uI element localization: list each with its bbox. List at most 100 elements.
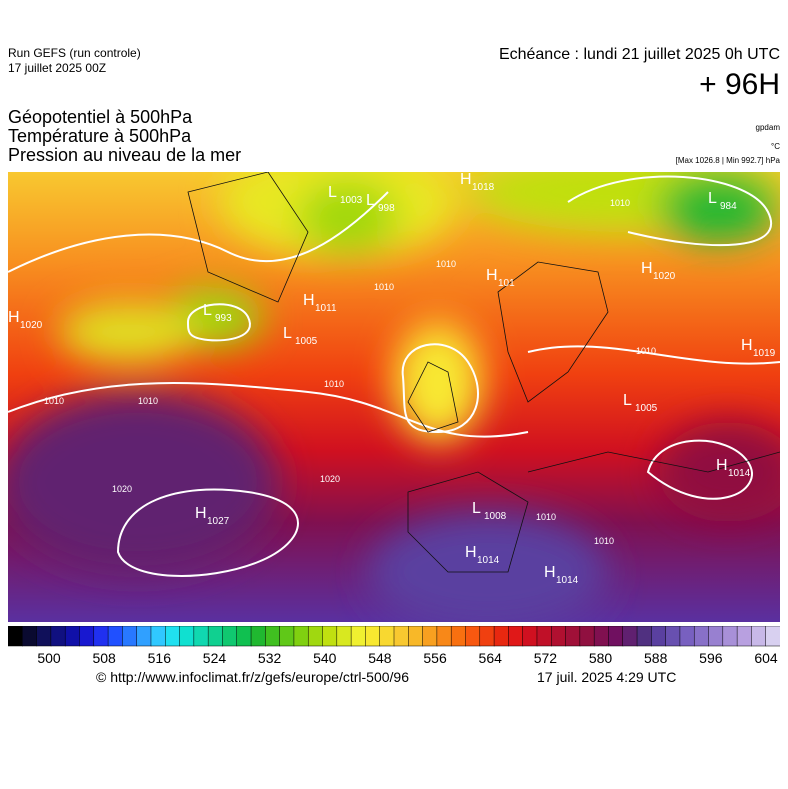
colorbar-label: 532 [258, 650, 282, 666]
colorbar-cell [665, 626, 681, 647]
isobar-label: 1010 [610, 198, 630, 208]
colorbar-cell [551, 626, 567, 647]
colorbar-label: 540 [313, 650, 337, 666]
center-pressure: 1018 [472, 182, 495, 193]
colorbar-cell [293, 626, 309, 647]
unit: gpdam [755, 123, 780, 132]
center-kind: L [366, 192, 375, 209]
colorbar-cell [636, 626, 652, 647]
colorbar-cell [408, 626, 424, 647]
isobar-label: 1020 [320, 474, 340, 484]
run: Run GEFS (run controle) [8, 46, 141, 60]
colorbar-cell [651, 626, 667, 647]
colorbar-cell [265, 626, 281, 647]
colorbar-cell [64, 626, 81, 647]
colorbar: 500 508 516 524 532 540 548 556 564 572 580 588 596 6… [8, 626, 780, 666]
colorbar-cell [736, 626, 752, 647]
colorbar-cell [336, 626, 352, 647]
center-kind: H [8, 309, 20, 326]
center-pressure: 1011 [315, 303, 337, 314]
isobar-label: 1010 [324, 379, 344, 389]
colorbar-label: 516 [148, 650, 172, 666]
colorbar-cell [465, 626, 481, 647]
center-kind: L [328, 184, 337, 201]
colorbar-cell [751, 626, 767, 647]
colorbar-label: 572 [534, 650, 558, 666]
colorbar-cell [608, 626, 624, 647]
center-kind: L [283, 325, 292, 342]
center-kind: H [716, 457, 728, 474]
colorbar-cell [379, 626, 395, 647]
center-pressure: 1014 [556, 575, 579, 586]
center-kind: H [195, 505, 207, 522]
colorbar-cell [236, 626, 252, 647]
colorbar-cell [393, 626, 409, 647]
center-pressure: 1020 [20, 320, 43, 331]
center-kind: H [741, 337, 753, 354]
center-pressure: 1020 [653, 271, 676, 282]
colorbar-cell [479, 626, 495, 647]
fields [8, 172, 780, 622]
colorbar-cell [222, 626, 238, 647]
colorbar-label: 596 [699, 650, 723, 666]
center-pressure: 1014 [728, 468, 751, 479]
colorbar-cell [493, 626, 509, 647]
colorbar-cell [122, 626, 138, 647]
center-pressure: 1005 [635, 403, 658, 414]
title: Température à 500hPa [8, 126, 192, 146]
coastlines [187, 172, 780, 573]
colorbar-cell [522, 626, 538, 647]
colorbar-cell [279, 626, 295, 647]
colorbar-cell [179, 626, 195, 647]
center-pressure: 993 [215, 313, 232, 324]
center-kind: L [623, 392, 632, 409]
center-pressure: 1005 [295, 336, 318, 347]
isobar-label: 1010 [44, 396, 64, 406]
run-date: 17 juillet 2025 00Z [8, 61, 107, 75]
title: Géopotentiel à 500hPa [8, 107, 193, 127]
center-pressure: 1014 [477, 555, 500, 566]
colorbar-label: 500 [37, 650, 61, 666]
center-kind: H [460, 172, 472, 188]
lead-time: + 96H [699, 68, 780, 101]
center-kind: H [465, 544, 477, 561]
colorbar-cell [150, 626, 166, 647]
colorbar-cell [693, 626, 710, 647]
center-kind: H [641, 260, 653, 277]
isobar-label: 1010 [138, 396, 158, 406]
isobars [8, 175, 780, 577]
center-pressure: 998 [378, 203, 395, 214]
center-kind: L [472, 500, 481, 517]
center-kind: H [486, 267, 498, 284]
colorbar-cell [165, 626, 181, 647]
center-pressure: 1008 [484, 511, 507, 522]
colorbar-label: 564 [479, 650, 503, 666]
colorbar-cell [622, 626, 638, 647]
colorbar-cell [107, 626, 123, 647]
isobar-label: 1020 [112, 484, 132, 494]
source: © http://www.infoclimat.fr/z/gefs/europe… [96, 669, 410, 685]
colorbar-label: 508 [92, 650, 116, 666]
colorbar-cell [579, 626, 595, 647]
center-kind: L [203, 302, 212, 319]
colorbar-cell [250, 626, 266, 647]
colorbar-cell [8, 626, 23, 647]
colorbar-cell [207, 626, 223, 647]
colorbar-cell [193, 626, 209, 647]
unit: °C [771, 142, 780, 151]
colorbar-cell [450, 626, 467, 647]
colorbar-label: 588 [644, 650, 668, 666]
colorbar-cell [536, 626, 552, 647]
colorbar-cell [350, 626, 366, 647]
isobar-label: 1010 [594, 536, 614, 546]
colorbar-cell [708, 626, 724, 647]
colorbar-cell [765, 626, 780, 647]
center-kind: H [544, 564, 556, 581]
generated: 17 juil. 2025 4:29 UTC [537, 669, 677, 685]
colorbar-cell [79, 626, 95, 647]
colorbar-cell [50, 626, 66, 647]
center-kind: L [708, 190, 717, 207]
colorbar-label: 548 [368, 650, 392, 666]
center-pressure: 1027 [207, 516, 230, 527]
